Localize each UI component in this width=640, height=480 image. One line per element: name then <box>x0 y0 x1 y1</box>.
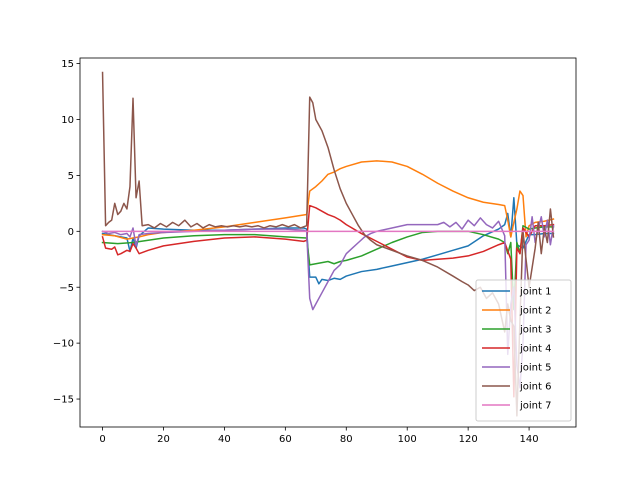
legend: joint 1 joint 2 joint 3 joint 4 joint 5 joint… <box>475 279 572 422</box>
legend-label: joint 3 <box>519 325 551 336</box>
x-axis: 0 20 40 60 80 100 120 140 <box>99 427 539 445</box>
y-tick-label: 10 <box>61 115 74 126</box>
y-tick-label: 15 <box>61 59 74 70</box>
legend-label: joint 2 <box>519 306 551 317</box>
y-axis: −15 −10 −5 0 5 10 15 <box>53 59 80 406</box>
y-tick-label: 5 <box>68 171 74 182</box>
x-tick-label: 100 <box>398 434 417 445</box>
legend-label: joint 4 <box>519 344 551 355</box>
x-tick-label: 80 <box>340 434 353 445</box>
x-tick-label: 20 <box>157 434 170 445</box>
legend-label: joint 7 <box>519 401 551 412</box>
y-tick-label: −5 <box>59 283 74 294</box>
x-tick-label: 40 <box>218 434 231 445</box>
y-tick-label: −15 <box>53 395 74 406</box>
x-tick-label: 0 <box>99 434 105 445</box>
x-tick-label: 120 <box>459 434 478 445</box>
y-tick-label: 0 <box>68 227 74 238</box>
plot-frame <box>79 57 577 428</box>
legend-label: joint 1 <box>519 287 551 298</box>
x-tick-label: 140 <box>520 434 539 445</box>
x-tick-label: 60 <box>279 434 292 445</box>
legend-label: joint 5 <box>519 363 551 374</box>
y-tick-label: −10 <box>53 339 74 350</box>
legend-label: joint 6 <box>519 382 551 393</box>
